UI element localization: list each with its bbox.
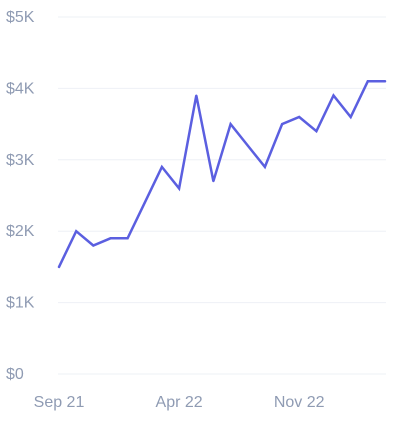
y-tick-label: $0 — [6, 366, 24, 383]
x-tick-label: Sep 21 — [34, 394, 85, 411]
data-point — [349, 116, 352, 118]
data-point — [143, 201, 146, 204]
x-tick-label: Nov 22 — [274, 394, 325, 411]
x-axis-tick-labels: Sep 21 Apr 22 Nov 22 — [34, 394, 325, 411]
y-tick-label: $2K — [6, 223, 35, 240]
data-point — [281, 123, 284, 126]
data-point — [195, 94, 198, 97]
y-tick-label: $5K — [6, 9, 35, 26]
data-point — [384, 80, 386, 83]
grid-lines — [58, 16, 386, 375]
data-point — [246, 144, 249, 147]
data-point — [263, 165, 266, 168]
data-point — [92, 244, 95, 247]
data-point — [229, 123, 232, 126]
series-line — [57, 80, 387, 269]
data-point — [109, 237, 112, 240]
data-point — [212, 180, 215, 183]
data-point — [298, 116, 301, 118]
y-axis-tick-labels: $0 $1K $2K $3K $4K $5K — [6, 9, 35, 383]
data-point — [332, 94, 335, 97]
y-tick-label: $1K — [6, 295, 35, 312]
y-tick-label: $3K — [6, 152, 35, 169]
data-point — [126, 237, 129, 240]
data-point — [160, 165, 163, 168]
series-lines — [57, 80, 387, 269]
data-point — [75, 230, 78, 233]
y-tick-label: $4K — [6, 80, 35, 97]
data-point — [315, 130, 318, 133]
x-tick-label: Apr 22 — [156, 394, 203, 411]
data-point — [366, 80, 369, 83]
data-point — [178, 187, 181, 190]
data-point — [58, 265, 60, 268]
